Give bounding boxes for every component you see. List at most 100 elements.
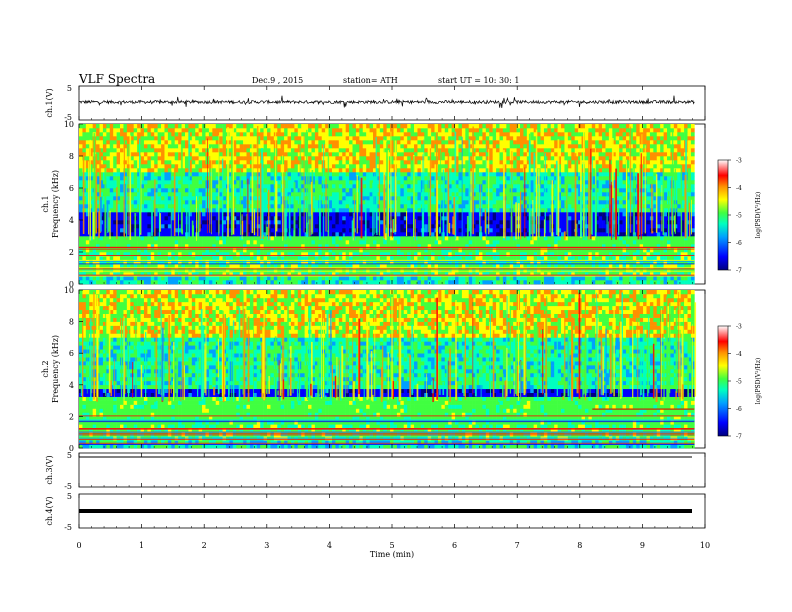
ch1-spec-cell <box>359 280 364 285</box>
ch1-spec-cell <box>106 280 111 285</box>
ch1-spec-cell <box>157 276 162 281</box>
ch1-spec-cell <box>472 244 476 249</box>
ch1-spec-cell <box>526 264 531 269</box>
ch1-spec-cell <box>680 276 685 281</box>
ch1-spec-cell <box>690 240 695 245</box>
ch1-spec-cell <box>615 236 620 241</box>
ch1-spec-cell <box>239 184 244 189</box>
ch1-spec-cell <box>564 252 569 257</box>
ch1-spec-cell <box>342 200 346 205</box>
ch1-spec-cell <box>376 276 381 281</box>
ch1-spec-cell <box>147 260 152 265</box>
ch1-spec-cell <box>219 224 223 229</box>
ch1-spec-cell <box>113 244 117 249</box>
ch1-spec-cell <box>520 264 524 269</box>
ch1-spec-cell <box>219 256 223 261</box>
ch1-spec-cell <box>578 220 582 225</box>
ch1-spec-cell <box>434 276 439 281</box>
ch1-spec-cell <box>379 208 384 213</box>
ch1-spec-cell <box>414 212 418 217</box>
ch1-spec-cell <box>154 280 158 285</box>
ch1-spec-cell <box>178 240 182 245</box>
ch1-spec-cell <box>349 248 353 253</box>
ch1-spec-cell <box>437 276 442 281</box>
ch1-spec-cell <box>287 264 292 269</box>
ch1-spec-cell <box>410 176 415 181</box>
ch1-spec-cell <box>85 240 90 245</box>
ch1-spec-cell <box>85 252 90 257</box>
ch1-spec-cell <box>496 256 500 261</box>
ch1-spec-cell <box>526 240 531 245</box>
ch1-spec-cell <box>465 188 470 193</box>
ch1-spec-cell <box>475 192 480 197</box>
ch1-spec-cell <box>598 180 603 185</box>
ch1-spec-cell <box>403 236 408 241</box>
ch1-spec-cell <box>140 232 145 237</box>
ch1-spec-cell <box>656 184 661 189</box>
ch1-spec-cell <box>550 244 555 249</box>
ch1-spec-cell <box>448 204 452 209</box>
ch1-spec-cell <box>578 204 582 209</box>
ch1-spec-cell <box>174 232 179 237</box>
ch1-spec-cell <box>396 220 401 225</box>
ch1-spec-cell <box>417 200 422 205</box>
ch1-spec-cell <box>625 280 630 285</box>
ch1-spec-cell <box>424 192 428 197</box>
ch1-spec-cell <box>373 256 377 261</box>
ch1-spec-cell <box>314 276 319 281</box>
ch1-spec-cell <box>407 232 411 237</box>
ch1-spec-cell <box>366 240 370 245</box>
ch1-spec-cell <box>120 260 124 265</box>
ch1-spec-cell <box>608 200 613 205</box>
ch1-spec-cell <box>362 188 367 193</box>
ch1-spec-cell <box>643 256 647 261</box>
ch1-spec-cell <box>598 228 603 233</box>
ch1-spec-cell <box>130 188 134 193</box>
ch1-spec-cell <box>441 252 446 257</box>
ch1-spec-cell <box>656 192 661 197</box>
ch1-spec-cell <box>143 216 148 221</box>
ch1-spec-cell <box>461 192 466 197</box>
ch1-spec-cell <box>174 248 179 253</box>
ch1-spec-cell <box>130 276 134 281</box>
ch1-spec-cell <box>465 212 470 217</box>
ch1-spec-cell <box>660 252 664 257</box>
ch1-spec-cell <box>458 272 463 277</box>
ch1-spec-cell <box>243 200 247 205</box>
ch1-spec-cell <box>256 264 261 269</box>
ch1-spec-cell <box>229 280 234 285</box>
ch1-spec-cell <box>390 220 394 225</box>
ch1-spec-cell <box>414 200 418 205</box>
ch1-spec-cell <box>400 196 405 201</box>
ch1-spec-cell <box>496 192 500 197</box>
ch1-spec-cell <box>297 252 302 257</box>
ch1-spec-cell <box>455 276 459 281</box>
ch1-spec-cell <box>673 252 678 257</box>
ch1-spec-cell <box>369 204 374 209</box>
ch1-spec-cell <box>547 188 552 193</box>
ch1-spec-cell <box>465 244 470 249</box>
ch1-spec-cell <box>533 248 538 253</box>
ch1-spec-cell <box>684 276 688 281</box>
ch1-spec-cell <box>308 172 312 177</box>
ch1-spec-cell <box>188 240 193 245</box>
ch1-spec-cell <box>667 276 671 281</box>
ch1-spec-cell <box>396 280 401 285</box>
ch1-spec-cell <box>420 244 425 249</box>
ch1-spec-cell <box>188 204 193 209</box>
ch1-spec-cell <box>328 276 333 281</box>
ch1-spec-cell <box>349 256 353 261</box>
ch1-spec-cell <box>171 260 176 265</box>
ch1-spec-cell <box>690 216 695 221</box>
ch1-spec-cell <box>455 184 459 189</box>
ch1-spec-cell <box>506 236 511 241</box>
ch1-spec-cell <box>369 188 374 193</box>
ch1-spec-cell <box>219 280 223 285</box>
ch1-spec-cell <box>243 248 247 253</box>
ch1-spec-cell <box>85 172 90 177</box>
ch1-spec-cell <box>236 232 240 237</box>
ch1-spec-cell <box>96 228 100 233</box>
ch1-spec-cell <box>615 240 620 245</box>
ch1-spec-cell <box>263 176 268 181</box>
